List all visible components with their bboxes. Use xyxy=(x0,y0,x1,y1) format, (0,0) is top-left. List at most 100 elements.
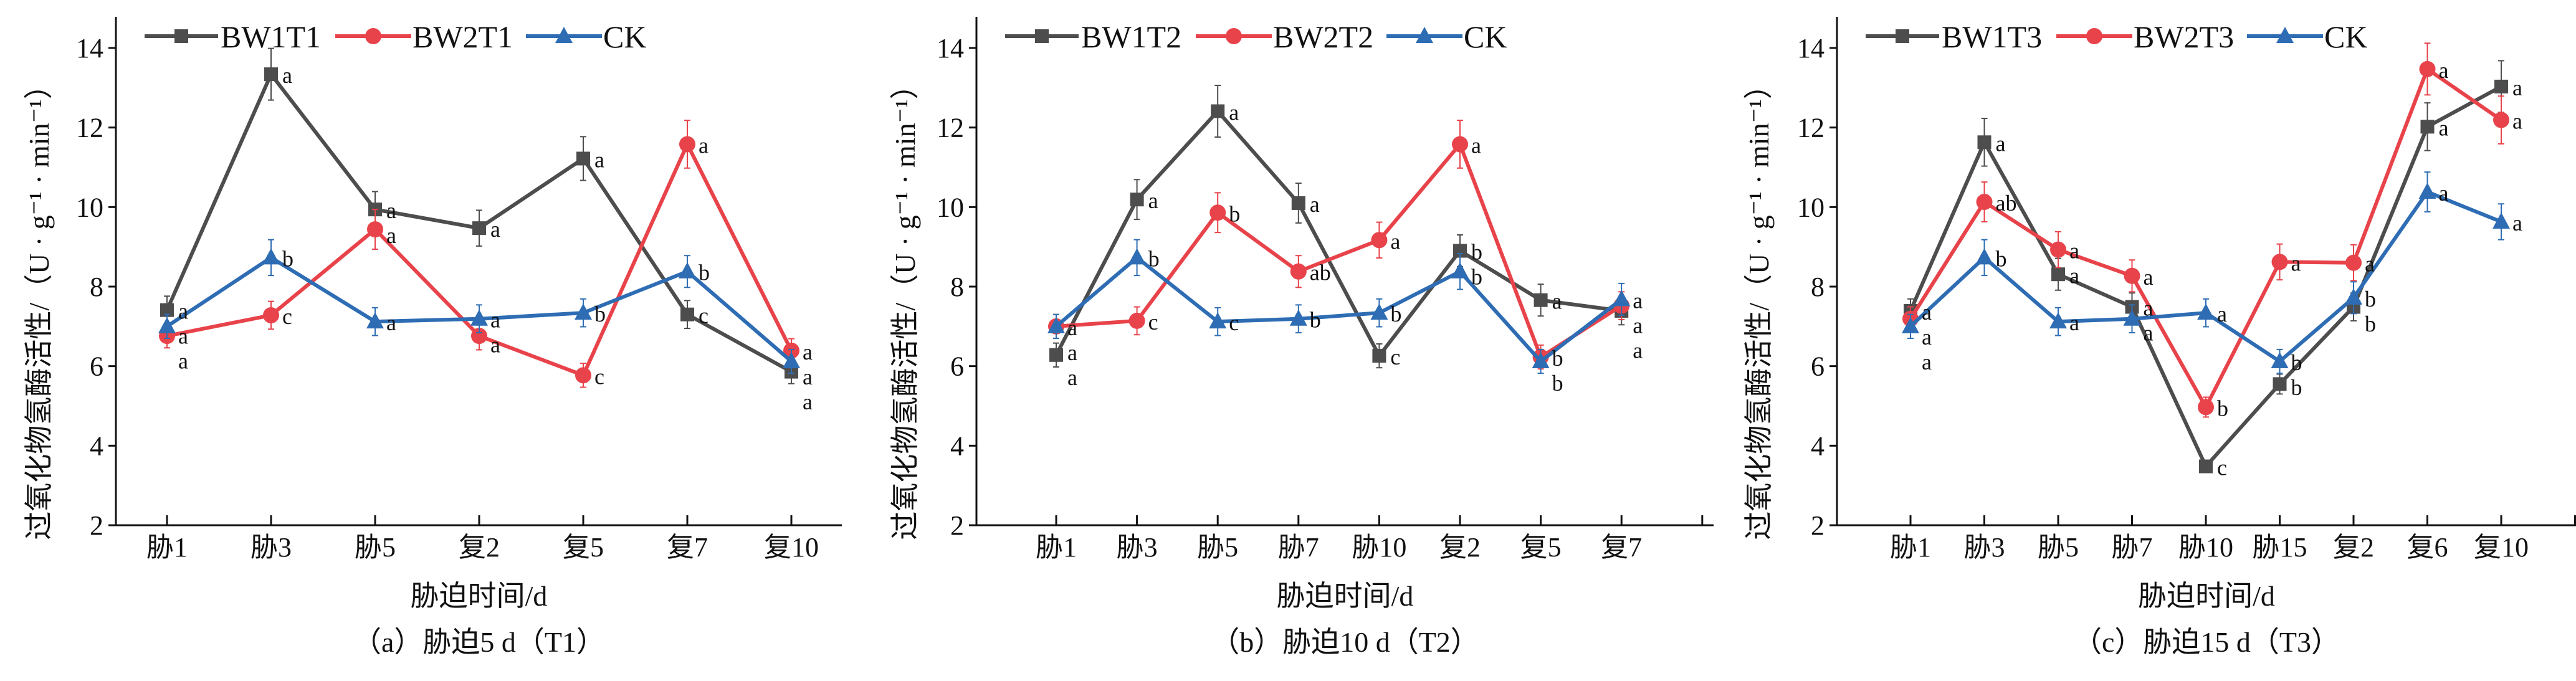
significance-letter: a xyxy=(2217,302,2227,326)
significance-letter: a xyxy=(2512,211,2522,236)
data-point xyxy=(1532,352,1550,369)
x-axis-title: 胁迫时间/d xyxy=(1277,580,1414,612)
significance-letter: ab xyxy=(1310,260,1331,285)
series-line xyxy=(1909,67,2502,409)
significance-letter: b xyxy=(2291,350,2302,375)
data-point xyxy=(679,262,696,279)
data-point xyxy=(1371,232,1388,249)
legend-label: CK xyxy=(603,19,646,54)
significance-letter: a xyxy=(2069,264,2079,288)
data-point xyxy=(2419,60,2436,77)
data-point xyxy=(1452,136,1468,153)
significance-letter: a xyxy=(386,310,396,335)
data-point xyxy=(2051,267,2065,282)
significance-letter: a xyxy=(1310,192,1320,217)
significance-letter: a xyxy=(386,223,396,248)
data-point xyxy=(680,307,694,321)
significance-letter: c xyxy=(1390,345,1400,369)
y-tick-label: 14 xyxy=(1797,33,1825,64)
significance-letter: a xyxy=(2144,321,2154,346)
significance-letters-ck: aba a bba xyxy=(178,246,813,389)
panel-caption: （b）胁迫10 d（T2） xyxy=(1211,626,1479,658)
x-tick-label: 胁1 xyxy=(1036,532,1077,563)
x-tick-label: 胁10 xyxy=(2178,532,2233,563)
significance-letter: a xyxy=(1067,340,1077,365)
data-point xyxy=(2198,399,2214,416)
series-line xyxy=(1056,142,1623,359)
significance-letter: a xyxy=(2512,75,2522,100)
legend-label: BW1T1 xyxy=(221,19,321,54)
data-point xyxy=(1290,263,1307,280)
data-point xyxy=(2123,309,2141,326)
chart-panel-2: 2 4 6 8 10 12 14 胁1 胁3 胁5 胁7 胁10 复2 复5 复7 胁迫时间/d （b）胁迫10… xyxy=(889,17,1714,658)
legend-label: BW1T3 xyxy=(1942,19,2042,54)
significance-letter: c xyxy=(282,304,292,329)
significance-letter: b xyxy=(1229,201,1240,226)
legend-label: CK xyxy=(2324,19,2367,54)
significance-letter: a xyxy=(490,333,500,358)
x-tick-label: 胁7 xyxy=(2112,532,2153,563)
legend-marker xyxy=(555,27,573,43)
x-axis-title: 胁迫时间/d xyxy=(411,580,548,612)
data-point xyxy=(472,221,486,236)
significance-letter: a xyxy=(1390,229,1400,254)
data-point xyxy=(158,317,176,333)
significance-letter: a xyxy=(2069,239,2079,264)
series-bw1t1 xyxy=(160,47,798,384)
x-tick-label: 胁7 xyxy=(1278,532,1319,563)
y-tick-label: 10 xyxy=(1797,192,1825,222)
y-axis-title: 过氧化物氢酶活性/（U · g⁻¹ · min⁻¹） xyxy=(1743,70,1775,540)
legend-marker xyxy=(1896,29,1909,43)
significance-letter: a xyxy=(1148,188,1158,213)
significance-letter: b xyxy=(1471,265,1482,290)
x-tick-label: 复10 xyxy=(2474,532,2529,563)
data-point xyxy=(2124,267,2140,284)
x-tick-label: 胁5 xyxy=(355,532,396,563)
data-point xyxy=(1370,303,1388,320)
significance-letter: c xyxy=(2217,455,2227,480)
x-tick-label: 复2 xyxy=(2333,532,2374,563)
significance-letter: b xyxy=(2217,396,2228,421)
data-point xyxy=(2493,212,2510,229)
significance-letter: c xyxy=(594,364,604,389)
data-point xyxy=(1534,293,1548,307)
panel-caption: （a）胁迫5 d（T1） xyxy=(353,626,605,658)
data-point xyxy=(160,303,174,317)
significance-letter: a xyxy=(2512,109,2522,134)
data-point xyxy=(575,303,592,320)
legend-label: BW2T3 xyxy=(2134,19,2234,54)
significance-letter: a xyxy=(2439,58,2449,83)
y-tick-label: 14 xyxy=(937,33,964,64)
data-point xyxy=(783,352,800,369)
significance-letter: a xyxy=(1922,350,1932,374)
data-point xyxy=(1211,104,1225,118)
data-point xyxy=(367,221,383,238)
data-point xyxy=(1975,248,1993,265)
significance-letter: b xyxy=(699,260,710,285)
significance-letter: a xyxy=(1633,288,1643,313)
legend-marker xyxy=(2086,28,2102,44)
series-ck xyxy=(1902,171,2510,374)
significance-letter: b xyxy=(594,302,606,326)
significance-letter: a xyxy=(178,349,188,374)
data-point xyxy=(2493,112,2509,128)
data-point xyxy=(2418,183,2436,199)
data-point xyxy=(263,307,279,323)
significance-letter: b xyxy=(1148,246,1160,271)
significance-letter: a xyxy=(282,63,292,88)
significance-letter: a xyxy=(2144,265,2154,290)
significance-letter: c xyxy=(699,303,708,328)
x-tick-label: 胁10 xyxy=(1352,532,1406,563)
significance-letter: a xyxy=(803,389,813,414)
legend-label: BW1T2 xyxy=(1081,19,1181,54)
y-tick-label: 10 xyxy=(76,192,103,222)
data-point xyxy=(264,67,278,82)
significance-letter: b xyxy=(1310,308,1321,333)
significance-letter: a xyxy=(386,198,396,223)
y-tick-label: 6 xyxy=(90,351,103,382)
data-point xyxy=(1291,196,1305,210)
series-line xyxy=(1909,190,2502,364)
